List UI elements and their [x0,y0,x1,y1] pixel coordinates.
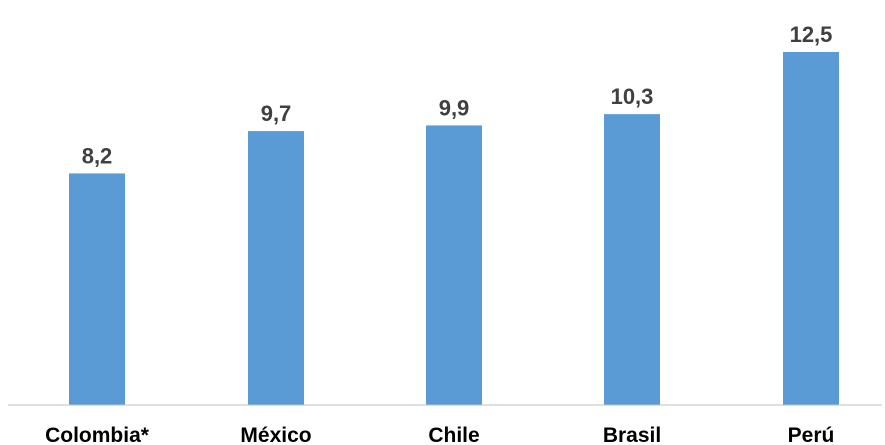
bar-5 [783,52,839,405]
category-labels-group: Colombia* México Chile Brasil Perú [45,424,834,445]
value-label: 12,5 [790,22,833,47]
category-label: Brasil [603,424,661,445]
category-label: Chile [428,424,479,445]
bar-4 [604,114,660,406]
value-label: 9,7 [261,101,292,126]
category-label: México [240,424,311,445]
value-label: 8,2 [82,143,113,168]
bar-1 [69,173,125,405]
value-labels-group: 8,2 9,7 9,9 10,3 12,5 [82,22,833,168]
bar-3 [426,125,482,405]
category-label: Colombia* [45,424,150,445]
value-label: 10,3 [611,84,654,109]
bars-group [69,52,839,406]
bar-2 [248,131,304,405]
value-label: 9,9 [439,95,470,120]
category-label: Perú [788,424,835,445]
